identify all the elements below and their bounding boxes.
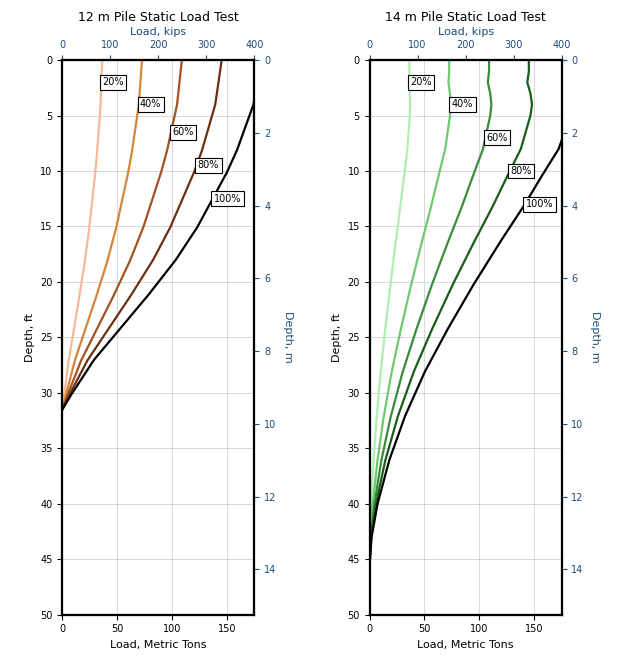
Text: 100%: 100% [213, 194, 241, 204]
Y-axis label: Depth, ft: Depth, ft [24, 313, 34, 362]
Text: 80%: 80% [198, 160, 219, 170]
Y-axis label: Depth, m: Depth, m [283, 311, 293, 363]
Title: 14 m Pile Static Load Test: 14 m Pile Static Load Test [385, 11, 546, 24]
Text: 60%: 60% [487, 133, 508, 143]
Text: 100%: 100% [525, 199, 553, 209]
Text: 60%: 60% [172, 127, 193, 137]
X-axis label: Load, kips: Load, kips [130, 27, 187, 37]
X-axis label: Load, Metric Tons: Load, Metric Tons [417, 640, 514, 650]
Title: 12 m Pile Static Load Test: 12 m Pile Static Load Test [78, 11, 239, 24]
Y-axis label: Depth, m: Depth, m [590, 311, 600, 363]
X-axis label: Load, kips: Load, kips [437, 27, 494, 37]
Text: 20%: 20% [102, 77, 124, 88]
Text: 80%: 80% [510, 166, 532, 176]
Text: 40%: 40% [452, 100, 473, 110]
Text: 40%: 40% [140, 100, 162, 110]
Text: 20%: 20% [410, 77, 432, 88]
X-axis label: Load, Metric Tons: Load, Metric Tons [110, 640, 207, 650]
Y-axis label: Depth, ft: Depth, ft [332, 313, 342, 362]
